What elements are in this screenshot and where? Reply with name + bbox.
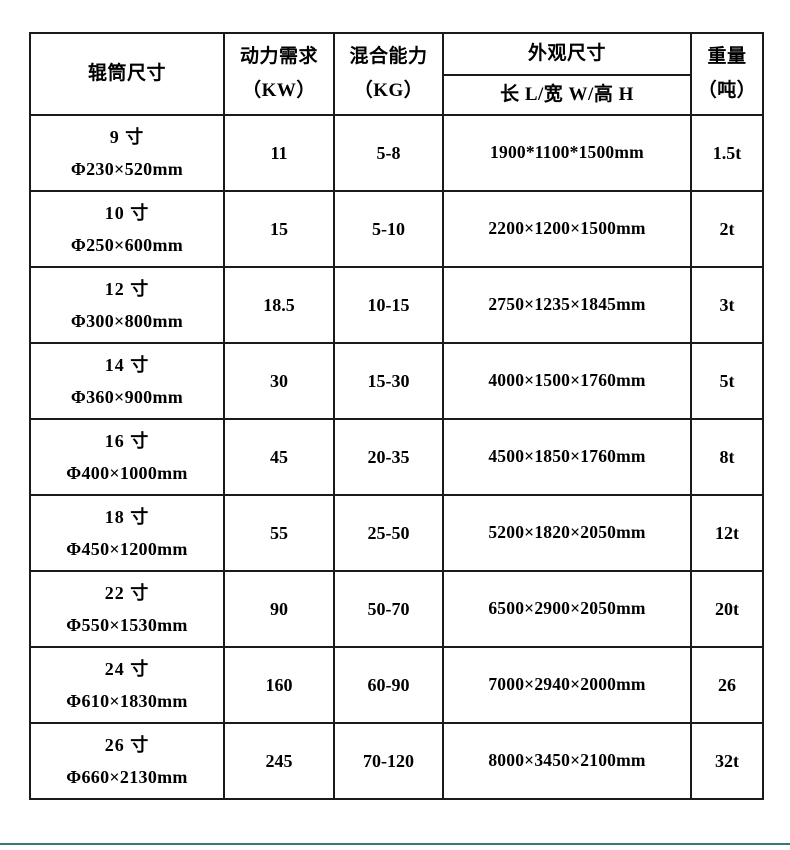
cell-overall-dimensions: 8000×3450×2100mm [442, 722, 692, 800]
roller-size-inch: 10 寸 [104, 203, 150, 223]
cell-weight: 2t [690, 190, 764, 268]
cell-roller-size: 22 寸 Φ550×1530mm [29, 570, 225, 648]
cell-weight: 1.5t [690, 114, 764, 192]
roller-size-diameter: Φ230×520mm [70, 158, 184, 179]
table-row: 16 寸 Φ400×1000mm 45 20-35 4500×1850×1760… [29, 418, 764, 496]
column-header-power: 动力需求 （KW） [223, 32, 335, 116]
cell-overall-dimensions: 2750×1235×1845mm [442, 266, 692, 344]
cell-roller-size: 24 寸 Φ610×1830mm [29, 646, 225, 724]
cell-mixing-capacity: 5-8 [333, 114, 444, 192]
roller-size-diameter: Φ400×1000mm [66, 462, 188, 483]
column-header-roller-size-label: 辊筒尺寸 [87, 63, 166, 85]
cell-power: 45 [223, 418, 335, 496]
header-row-secondary: 长 L/宽 W/高 H [30, 74, 763, 116]
cell-overall-dimensions: 2200×1200×1500mm [442, 190, 692, 268]
column-header-mixing-capacity: 混合能力 （KG） [333, 32, 444, 116]
cell-mixing-capacity: 25-50 [333, 494, 444, 572]
cell-power: 18.5 [223, 266, 335, 344]
column-header-weight-unit: （吨） [697, 80, 757, 101]
roller-size-inch: 16 寸 [104, 431, 150, 451]
column-header-power-unit: （KW） [242, 80, 316, 101]
column-header-roller-size: 辊筒尺寸 [29, 32, 225, 116]
cell-overall-dimensions: 4000×1500×1760mm [442, 342, 692, 420]
roller-size-inch: 26 寸 [104, 735, 150, 755]
table-row: 18 寸 Φ450×1200mm 55 25-50 5200×1820×2050… [29, 494, 764, 572]
cell-weight: 32t [690, 722, 764, 800]
roller-size-diameter: Φ450×1200mm [66, 538, 188, 559]
table-row: 10 寸 Φ250×600mm 15 5-10 2200×1200×1500mm… [29, 190, 764, 268]
cell-mixing-capacity: 50-70 [333, 570, 444, 648]
roller-size-diameter: Φ660×2130mm [66, 766, 188, 787]
cell-power: 160 [223, 646, 335, 724]
cell-weight: 3t [690, 266, 764, 344]
roller-size-inch: 24 寸 [104, 659, 150, 679]
cell-overall-dimensions: 1900*1100*1500mm [442, 114, 692, 192]
cell-roller-size: 10 寸 Φ250×600mm [29, 190, 225, 268]
cell-roller-size: 26 寸 Φ660×2130mm [29, 722, 225, 800]
table-body: 9 寸 Φ230×520mm 11 5-8 1900*1100*1500mm 1… [29, 114, 764, 800]
cell-power: 245 [223, 722, 335, 800]
column-header-overall-dimensions: 外观尺寸 [442, 32, 692, 76]
cell-roller-size: 9 寸 Φ230×520mm [29, 114, 225, 192]
roller-size-diameter: Φ610×1830mm [66, 690, 188, 711]
table-row: 9 寸 Φ230×520mm 11 5-8 1900*1100*1500mm 1… [29, 114, 764, 192]
table-row: 14 寸 Φ360×900mm 30 15-30 4000×1500×1760m… [29, 342, 764, 420]
cell-roller-size: 18 寸 Φ450×1200mm [29, 494, 225, 572]
cell-weight: 5t [690, 342, 764, 420]
cell-overall-dimensions: 7000×2940×2000mm [442, 646, 692, 724]
roller-size-diameter: Φ250×600mm [70, 234, 184, 255]
cell-overall-dimensions: 6500×2900×2050mm [442, 570, 692, 648]
table-row: 22 寸 Φ550×1530mm 90 50-70 6500×2900×2050… [29, 570, 764, 648]
cell-weight: 8t [690, 418, 764, 496]
roller-size-diameter: Φ360×900mm [70, 386, 184, 407]
cell-weight: 20t [690, 570, 764, 648]
footer-divider [0, 843, 790, 845]
table-row: 24 寸 Φ610×1830mm 160 60-90 7000×2940×200… [29, 646, 764, 724]
cell-power: 90 [223, 570, 335, 648]
cell-overall-dimensions: 4500×1850×1760mm [442, 418, 692, 496]
roller-size-diameter: Φ550×1530mm [66, 614, 188, 635]
header-row-primary: 辊筒尺寸 动力需求 （KW） 混合能力 （KG） 外观尺寸 重量 （吨） [29, 32, 764, 116]
roller-size-inch: 14 寸 [104, 355, 150, 375]
table-row: 12 寸 Φ300×800mm 18.5 10-15 2750×1235×184… [29, 266, 764, 344]
column-header-power-label: 动力需求 [239, 46, 318, 68]
cell-power: 30 [223, 342, 335, 420]
roller-size-inch: 18 寸 [104, 507, 150, 527]
roller-size-inch: 22 寸 [104, 583, 150, 603]
column-header-weight: 重量 （吨） [690, 32, 764, 116]
cell-weight: 12t [690, 494, 764, 572]
cell-roller-size: 14 寸 Φ360×900mm [29, 342, 225, 420]
cell-mixing-capacity: 10-15 [333, 266, 444, 344]
cell-power: 15 [223, 190, 335, 268]
specification-table: 辊筒尺寸 动力需求 （KW） 混合能力 （KG） 外观尺寸 重量 （吨） 长 L… [29, 32, 764, 800]
cell-overall-dimensions: 5200×1820×2050mm [442, 494, 692, 572]
cell-roller-size: 16 寸 Φ400×1000mm [29, 418, 225, 496]
cell-mixing-capacity: 60-90 [333, 646, 444, 724]
table-row: 26 寸 Φ660×2130mm 245 70-120 8000×3450×21… [29, 722, 764, 800]
column-header-mixing-capacity-unit: （KG） [353, 80, 424, 101]
column-subheader-dimensions-lwh: 长 L/宽 W/高 H [442, 74, 692, 116]
cell-roller-size: 12 寸 Φ300×800mm [29, 266, 225, 344]
cell-power: 55 [223, 494, 335, 572]
roller-size-diameter: Φ300×800mm [70, 310, 184, 331]
cell-mixing-capacity: 5-10 [333, 190, 444, 268]
cell-mixing-capacity: 20-35 [333, 418, 444, 496]
cell-mixing-capacity: 15-30 [333, 342, 444, 420]
table-header: 辊筒尺寸 动力需求 （KW） 混合能力 （KG） 外观尺寸 重量 （吨） 长 L… [29, 32, 764, 116]
cell-power: 11 [223, 114, 335, 192]
roller-size-inch: 12 寸 [104, 279, 150, 299]
column-header-mixing-capacity-label: 混合能力 [349, 46, 428, 68]
cell-weight: 26 [690, 646, 764, 724]
cell-mixing-capacity: 70-120 [333, 722, 444, 800]
roller-size-inch: 9 寸 [109, 127, 145, 147]
column-header-weight-label: 重量 [707, 46, 747, 68]
